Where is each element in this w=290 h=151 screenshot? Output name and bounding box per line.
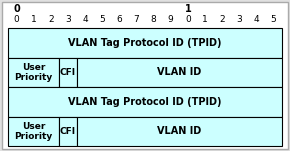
Text: CFI: CFI <box>60 127 76 136</box>
Text: VLAN ID: VLAN ID <box>157 126 201 136</box>
Bar <box>8 28 282 58</box>
Text: 4: 4 <box>253 16 259 24</box>
Bar <box>8 87 282 117</box>
Text: VLAN Tag Protocol ID (TPID): VLAN Tag Protocol ID (TPID) <box>68 97 222 107</box>
Text: 5: 5 <box>99 16 105 24</box>
Text: 1: 1 <box>184 4 191 14</box>
Text: 1: 1 <box>31 16 37 24</box>
Text: 2: 2 <box>48 16 54 24</box>
Text: 3: 3 <box>65 16 71 24</box>
Text: 2: 2 <box>219 16 225 24</box>
Bar <box>59 117 77 146</box>
Text: 3: 3 <box>236 16 242 24</box>
Text: User
Priority: User Priority <box>14 122 53 141</box>
Text: 5: 5 <box>271 16 276 24</box>
Text: 7: 7 <box>134 16 139 24</box>
Bar <box>77 117 282 146</box>
Text: User
Priority: User Priority <box>14 63 53 82</box>
Text: 0: 0 <box>14 16 19 24</box>
Text: VLAN Tag Protocol ID (TPID): VLAN Tag Protocol ID (TPID) <box>68 38 222 48</box>
Text: 6: 6 <box>117 16 122 24</box>
Text: 0: 0 <box>13 4 20 14</box>
Text: 0: 0 <box>185 16 191 24</box>
Bar <box>77 58 282 87</box>
Bar <box>8 117 59 146</box>
Bar <box>8 58 59 87</box>
Bar <box>59 58 77 87</box>
Text: 9: 9 <box>168 16 173 24</box>
Text: 1: 1 <box>202 16 208 24</box>
Text: VLAN ID: VLAN ID <box>157 67 201 77</box>
Text: 8: 8 <box>151 16 156 24</box>
Text: 4: 4 <box>82 16 88 24</box>
Text: CFI: CFI <box>60 68 76 77</box>
